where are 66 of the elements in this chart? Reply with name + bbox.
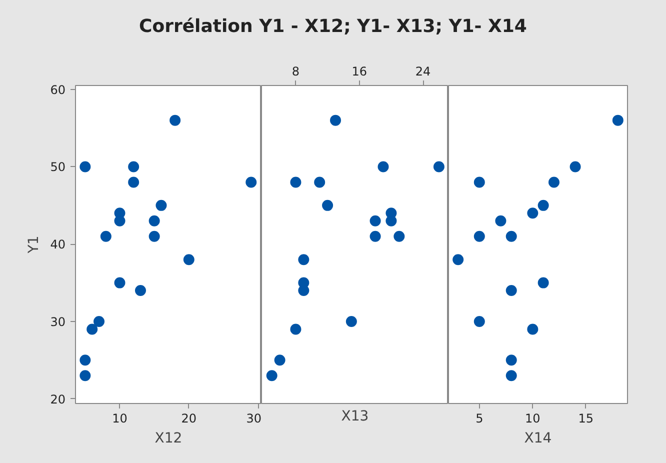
point [134, 285, 146, 296]
y-tick-label: 20 [50, 392, 66, 406]
point [170, 114, 181, 126]
point [538, 200, 549, 211]
x-axis-title: X12 [154, 430, 182, 446]
point [378, 161, 389, 172]
point [570, 161, 581, 172]
point [128, 176, 140, 188]
point [80, 354, 91, 366]
point [298, 285, 310, 296]
point [474, 176, 485, 188]
point [266, 370, 278, 382]
point [100, 230, 112, 242]
point [370, 215, 381, 226]
point [80, 161, 91, 172]
y-axis-title: Y1 [26, 236, 42, 254]
point [612, 114, 624, 126]
point [433, 161, 444, 172]
point [314, 176, 326, 188]
point [86, 324, 98, 335]
point [246, 176, 257, 188]
point [506, 370, 517, 382]
x-axis-title: X13 [341, 408, 369, 424]
x-tick-label: 8 [292, 64, 300, 78]
point [506, 354, 517, 366]
point [128, 161, 140, 172]
point [506, 285, 517, 296]
y-tick-label: 50 [50, 160, 66, 174]
point [394, 230, 405, 242]
text: Corrélation Y1 - X12; Y1- X13; Y1- X14 [139, 15, 527, 39]
point [548, 176, 560, 188]
point [274, 354, 286, 366]
x-tick-label: 30 [246, 412, 262, 426]
x-axis-title: X14 [524, 430, 552, 446]
point [452, 254, 464, 266]
point [506, 230, 517, 242]
point [114, 277, 126, 288]
point [290, 324, 302, 335]
point [346, 316, 357, 327]
point [94, 316, 105, 327]
point [148, 230, 160, 242]
point [156, 200, 167, 211]
point [527, 208, 538, 219]
y-tick-label: 60 [50, 82, 66, 97]
x-tick-label: 10 [112, 412, 128, 426]
point [322, 200, 334, 211]
point [290, 176, 302, 188]
point [330, 114, 342, 126]
x-tick-label: 24 [415, 64, 431, 78]
point [80, 370, 91, 382]
y-tick-label: 30 [50, 314, 66, 329]
point [148, 215, 160, 226]
x-tick-label: 10 [525, 412, 540, 426]
point [183, 254, 194, 266]
x-tick-label: 15 [578, 412, 594, 426]
point [538, 277, 549, 288]
x-tick-label: 16 [352, 64, 368, 78]
point [370, 230, 381, 242]
point [527, 324, 538, 335]
y-tick-label: 40 [50, 238, 66, 252]
point [298, 254, 310, 266]
x-tick-label: 5 [476, 412, 484, 426]
point [474, 316, 485, 327]
point [474, 230, 485, 242]
x-tick-label: 20 [181, 412, 197, 426]
point [495, 215, 506, 226]
